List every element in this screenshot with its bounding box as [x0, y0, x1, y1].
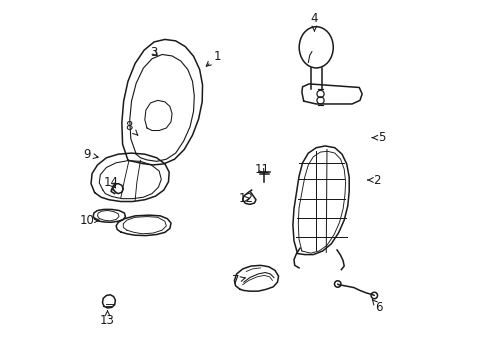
Text: 9: 9	[83, 148, 98, 161]
Text: 13: 13	[100, 311, 115, 327]
Text: 2: 2	[367, 174, 380, 186]
Text: 12: 12	[238, 192, 253, 205]
Text: 4: 4	[310, 12, 318, 31]
Text: 5: 5	[371, 131, 385, 144]
Text: 7: 7	[231, 274, 245, 287]
Text: 10: 10	[80, 214, 99, 227]
Text: 6: 6	[371, 300, 382, 314]
Text: 3: 3	[150, 46, 158, 59]
Text: 8: 8	[125, 121, 138, 135]
Text: 11: 11	[254, 163, 269, 176]
Text: 1: 1	[206, 50, 221, 66]
Text: 14: 14	[103, 176, 119, 189]
